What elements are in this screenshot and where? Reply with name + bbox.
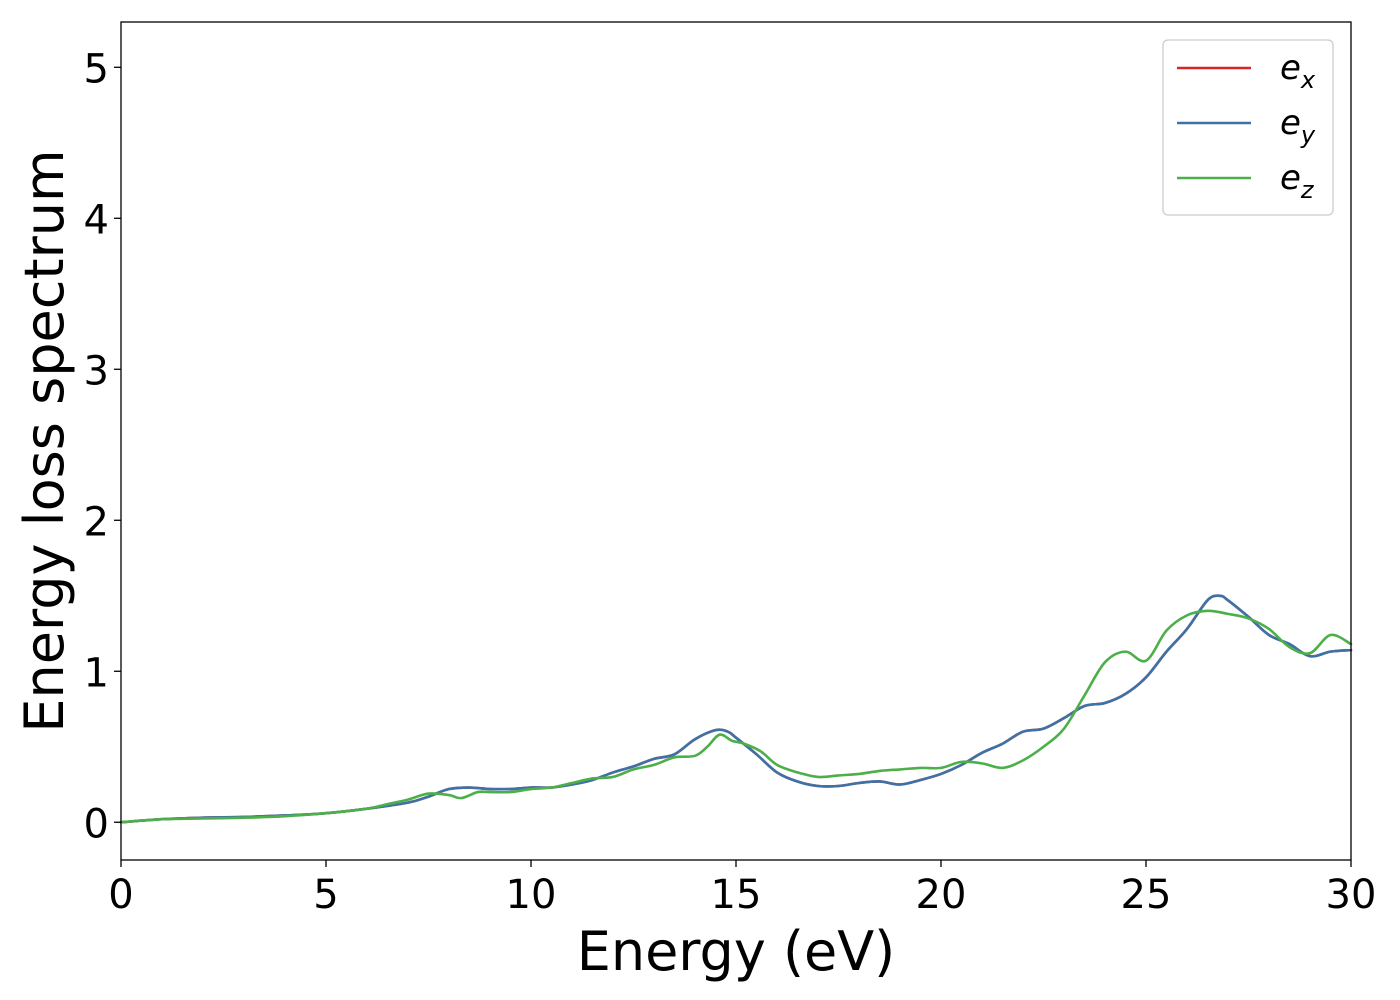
series-line-y <box>119 594 1353 824</box>
y-tick-label: 5 <box>84 46 109 92</box>
legend-label-z: ez <box>1280 158 1315 204</box>
x-axis: 0 5 10 15 20 25 30 <box>108 860 1376 918</box>
x-tick-label: 15 <box>711 872 762 918</box>
legend-items: ex ey ez <box>1177 48 1316 204</box>
x-tick-label: 25 <box>1121 872 1172 918</box>
x-tick-label: 20 <box>916 872 967 918</box>
legend: ex ey ez <box>1162 39 1334 216</box>
x-tick-label: 10 <box>506 872 557 918</box>
y-tick-label: 4 <box>84 197 109 243</box>
y-axis: 0 1 2 3 4 5 <box>84 46 121 847</box>
legend-label-x: ex <box>1280 48 1316 94</box>
legend-box <box>1162 39 1334 216</box>
y-axis-label: Energy loss spectrum <box>13 149 76 732</box>
series-line-z <box>119 609 1353 824</box>
x-tick-label: 30 <box>1326 872 1377 918</box>
series-layer <box>119 594 1353 824</box>
legend-label-y: ey <box>1280 103 1316 149</box>
y-tick-label: 0 <box>84 801 109 847</box>
y-tick-label: 3 <box>84 348 109 394</box>
x-axis-label: Energy (eV) <box>577 920 896 983</box>
x-tick-label: 5 <box>313 872 338 918</box>
x-tick-label: 0 <box>108 872 133 918</box>
y-tick-label: 1 <box>84 650 109 696</box>
y-tick-label: 2 <box>84 499 109 545</box>
